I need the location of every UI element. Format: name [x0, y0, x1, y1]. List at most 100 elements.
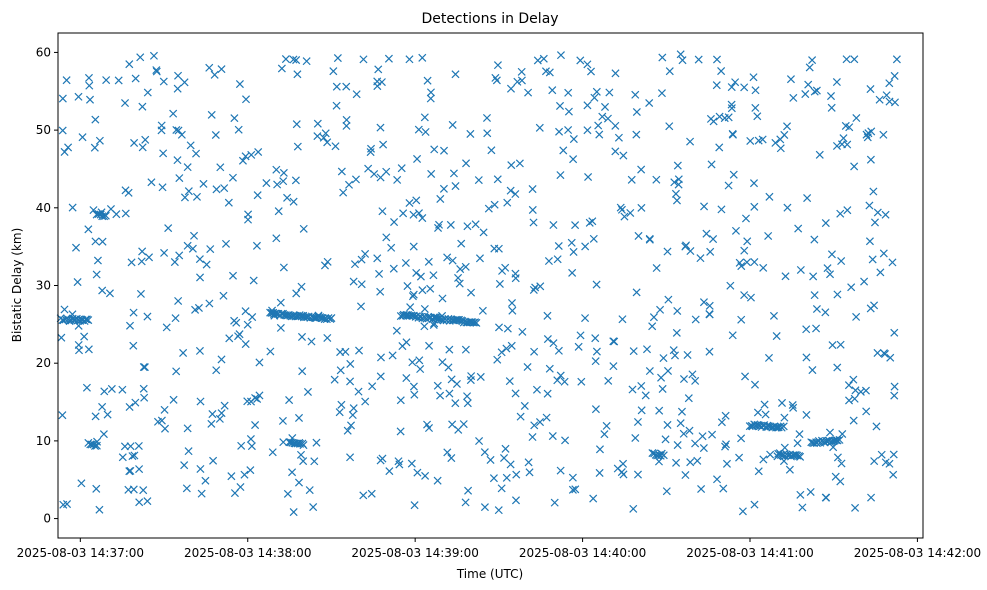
data-point	[329, 67, 338, 76]
data-point	[459, 420, 468, 429]
data-point	[129, 485, 138, 494]
data-point	[147, 178, 156, 187]
data-point	[374, 65, 383, 74]
data-point	[77, 479, 86, 488]
data-point	[276, 323, 285, 332]
data-point	[190, 231, 199, 240]
data-point	[866, 85, 875, 94]
data-point	[506, 84, 516, 93]
data-point	[175, 251, 184, 260]
data-point	[833, 436, 842, 445]
data-point	[779, 422, 788, 431]
data-point	[882, 91, 891, 100]
data-point	[129, 308, 138, 317]
data-point	[543, 311, 552, 320]
data-point	[705, 347, 714, 356]
data-point	[708, 430, 717, 439]
data-point	[58, 126, 67, 135]
data-point	[101, 211, 110, 220]
data-point	[564, 107, 573, 116]
data-point	[544, 256, 553, 266]
data-point	[653, 451, 662, 460]
data-point	[826, 92, 836, 101]
data-point	[293, 70, 302, 79]
data-point	[626, 208, 635, 218]
data-point	[877, 450, 886, 459]
data-point	[513, 77, 522, 86]
data-point	[796, 265, 805, 275]
data-point	[751, 103, 760, 112]
data-point	[825, 428, 835, 437]
data-point	[251, 393, 260, 402]
data-point	[581, 242, 590, 251]
data-point	[480, 503, 489, 512]
data-point	[879, 249, 888, 258]
data-point	[810, 235, 819, 244]
data-point	[838, 429, 847, 439]
data-point	[99, 430, 108, 439]
data-point	[890, 382, 899, 391]
data-point	[409, 242, 418, 251]
data-point	[418, 53, 427, 62]
data-point	[248, 313, 257, 322]
data-point	[253, 191, 262, 200]
data-point	[255, 358, 264, 367]
data-point	[344, 180, 354, 189]
data-point	[126, 466, 135, 475]
data-point	[408, 358, 417, 367]
data-point	[399, 209, 408, 218]
data-point	[291, 176, 300, 185]
data-point	[517, 76, 526, 85]
data-point	[125, 321, 135, 330]
data-point	[98, 402, 107, 411]
data-point	[728, 130, 737, 139]
data-point	[665, 122, 674, 131]
data-point	[595, 130, 604, 139]
data-point	[405, 198, 414, 208]
data-point	[511, 496, 521, 505]
data-point	[474, 176, 483, 185]
data-point	[679, 375, 688, 384]
data-point	[463, 392, 472, 401]
data-point	[192, 192, 201, 201]
y-tick-label: 0	[43, 512, 51, 526]
data-point	[234, 125, 243, 134]
data-point	[172, 367, 181, 376]
data-point	[143, 312, 152, 321]
data-point	[833, 290, 842, 299]
data-point	[357, 280, 366, 289]
data-point	[279, 438, 288, 447]
data-point	[160, 424, 170, 433]
data-point	[183, 424, 192, 433]
data-point	[672, 458, 681, 467]
data-point	[456, 265, 465, 274]
data-point	[654, 457, 663, 466]
data-point	[368, 382, 377, 391]
data-point	[313, 119, 322, 128]
data-point	[856, 387, 865, 396]
data-point	[228, 173, 237, 182]
data-point	[205, 63, 214, 72]
data-point	[196, 397, 205, 406]
data-point	[174, 126, 183, 135]
data-point	[759, 455, 768, 464]
data-point	[402, 338, 411, 347]
data-point	[709, 117, 718, 126]
data-point	[511, 269, 520, 278]
data-point	[720, 114, 729, 123]
data-point	[182, 484, 191, 493]
data-point	[135, 498, 144, 507]
data-point	[209, 456, 218, 465]
data-point	[131, 74, 140, 83]
data-point	[354, 387, 363, 396]
data-point	[629, 347, 638, 356]
data-point	[384, 54, 393, 63]
data-point	[283, 489, 292, 498]
data-point	[140, 393, 149, 402]
data-point	[387, 243, 396, 252]
data-point	[750, 500, 759, 509]
data-point	[230, 316, 239, 325]
data-point	[413, 154, 422, 163]
data-point	[861, 386, 870, 395]
data-point	[611, 69, 620, 78]
